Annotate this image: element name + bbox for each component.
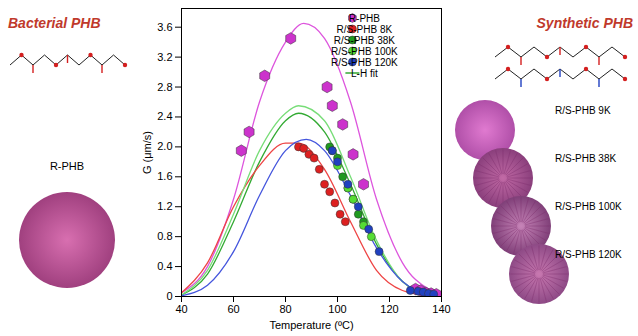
svg-text:R/S-PHB 38K: R/S-PHB 38K	[555, 153, 616, 164]
svg-text:3.6: 3.6	[157, 21, 172, 33]
svg-text:100: 100	[328, 303, 346, 315]
svg-text:60: 60	[227, 303, 239, 315]
svg-text:0.8: 0.8	[157, 230, 172, 242]
svg-text:2.0: 2.0	[157, 140, 172, 152]
svg-text:2.8: 2.8	[157, 81, 172, 93]
svg-text:R/S-PHB 100K: R/S-PHB 100K	[555, 201, 622, 212]
svg-text:40: 40	[175, 303, 187, 315]
svg-text:140: 140	[432, 303, 450, 315]
svg-text:R/S-PHB 100K: R/S-PHB 100K	[331, 46, 398, 57]
svg-text:Temperature (ºC): Temperature (ºC)	[269, 319, 353, 331]
svg-text:0: 0	[166, 290, 172, 302]
svg-text:R/S-PHB 38K: R/S-PHB 38K	[334, 35, 395, 46]
svg-text:R/S-PHB 120K: R/S-PHB 120K	[331, 57, 398, 68]
svg-text:3.2: 3.2	[157, 51, 172, 63]
svg-text:R-PHB: R-PHB	[349, 13, 380, 24]
svg-text:R/S-PHB 9K: R/S-PHB 9K	[555, 105, 611, 116]
svg-text:R-PHB: R-PHB	[50, 160, 84, 172]
svg-text:1.2: 1.2	[157, 200, 172, 212]
svg-text:0.4: 0.4	[157, 260, 172, 272]
svg-text:1.6: 1.6	[157, 170, 172, 182]
svg-text:120: 120	[380, 303, 398, 315]
svg-text:Synthetic PHB: Synthetic PHB	[537, 15, 633, 31]
svg-text:Bacterial PHB: Bacterial PHB	[8, 15, 101, 31]
svg-text:G (μm/s): G (μm/s)	[141, 131, 153, 174]
svg-text:80: 80	[279, 303, 291, 315]
svg-text:R/S-PHB 120K: R/S-PHB 120K	[555, 249, 622, 260]
svg-text:L-H fit: L-H fit	[351, 68, 378, 79]
svg-text:R/S-PHB 8K: R/S-PHB 8K	[337, 24, 393, 35]
svg-text:2.4: 2.4	[157, 110, 172, 122]
